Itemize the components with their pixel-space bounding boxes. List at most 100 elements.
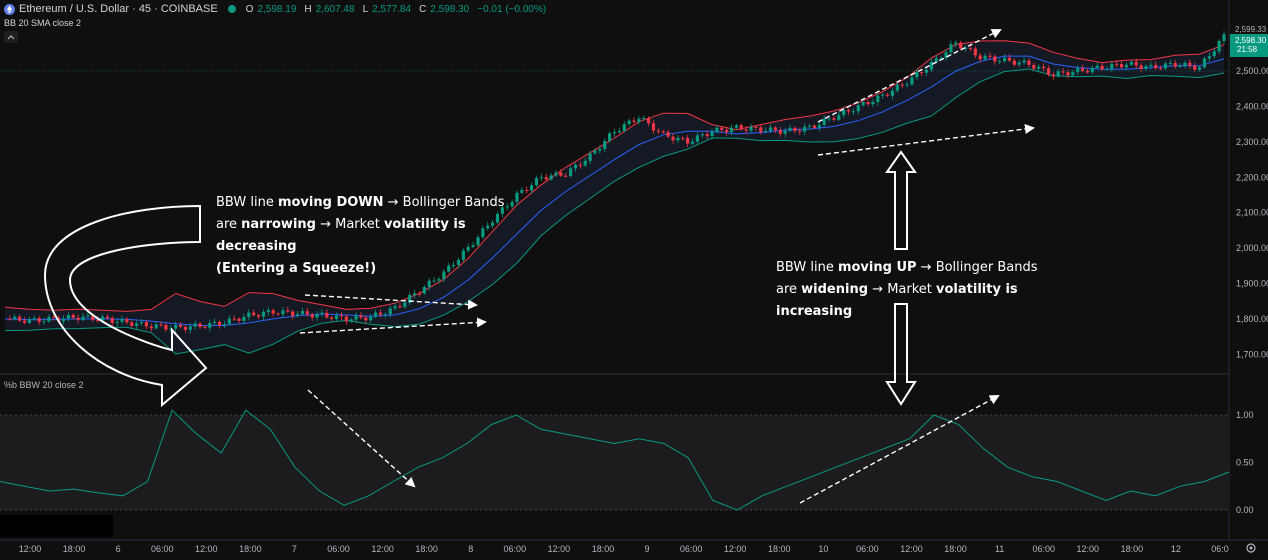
time-tick-label: 06:00 [327, 544, 350, 554]
candle-body [1120, 64, 1124, 68]
candle-body [539, 177, 543, 179]
time-tick-label: 12 [1171, 544, 1181, 554]
candle-body [978, 55, 982, 60]
bollinger-band-fill [5, 40, 1224, 354]
price-tick-label: 2,300.00 [1236, 137, 1268, 147]
time-tick-label: 10 [818, 544, 828, 554]
candle-body [261, 312, 266, 317]
market-status-dot-icon [227, 5, 236, 13]
candle-body [466, 246, 470, 251]
candle-body [398, 306, 402, 308]
candle-body [281, 310, 285, 315]
candle-body [359, 315, 363, 318]
candle-body [164, 324, 168, 330]
time-tick-label: 12:00 [19, 544, 42, 554]
time-tick-label: 18:00 [63, 544, 86, 554]
candle-body [510, 202, 514, 207]
candle-body [739, 125, 743, 130]
candle-body [422, 287, 426, 294]
converging-arrow-lower [299, 317, 487, 334]
candle-body [32, 318, 36, 320]
candle-body [47, 316, 51, 322]
candle-body [325, 312, 329, 318]
candle-body [1193, 65, 1197, 70]
candle-body [720, 127, 724, 130]
candle-body [1032, 64, 1036, 69]
time-tick-label: 8 [468, 544, 473, 554]
candle-body [929, 61, 934, 70]
candle-body [988, 55, 992, 57]
candle-body [442, 271, 446, 280]
candle-body [1134, 61, 1138, 66]
candle-body [256, 315, 261, 317]
annotation-right: BBW line moving UP → Bollinger Bands are… [776, 257, 1096, 323]
price-axis: 2,600.002,500.002,400.002,300.002,200.00… [1236, 31, 1268, 360]
candle-body [18, 316, 22, 321]
candle-body [715, 127, 719, 132]
candle-body [666, 131, 670, 137]
candle-body [271, 310, 275, 314]
candle-body [1115, 63, 1119, 65]
candle-body [125, 318, 129, 323]
price-tick-label: 2,500.00 [1236, 66, 1268, 76]
candle-body [583, 160, 587, 166]
candle-body [86, 315, 90, 317]
candle-body [393, 306, 397, 309]
candle-body [139, 321, 144, 324]
current-price-tag [1230, 34, 1268, 57]
candle-body [193, 323, 197, 327]
candle-body [378, 312, 383, 315]
candle-body [388, 308, 392, 315]
symbol-title[interactable]: Ethereum / U.S. Dollar · 45 · COINBASE [19, 3, 218, 15]
price-change: −0.01 (−0.00%) [477, 3, 547, 15]
candle-body [339, 315, 344, 317]
candle-body [768, 127, 773, 131]
candle-body [286, 310, 290, 312]
current-price-value: 2,598.30 [1235, 36, 1267, 45]
bbw-tick-label: 1.00 [1236, 410, 1254, 420]
candle-body [471, 245, 475, 247]
candle-body [115, 321, 119, 323]
candle-body [783, 130, 787, 134]
candle-body [881, 94, 885, 96]
candle-body [632, 120, 636, 123]
candle-body [237, 318, 241, 321]
candle-body [705, 134, 709, 137]
candle-body [549, 175, 553, 180]
candle-body [647, 118, 651, 124]
time-tick-label: 12:00 [1077, 544, 1100, 554]
time-tick-label: 9 [645, 544, 650, 554]
candle-body [939, 58, 943, 60]
converging-arrow-upper [304, 294, 478, 310]
candle-body [305, 311, 309, 315]
time-tick-label: 12:00 [724, 544, 747, 554]
candlestick-series [8, 30, 1226, 334]
candle-body [569, 168, 573, 177]
candle-body [812, 125, 817, 128]
annotation-right-line2: are widening → Market volatility is incr… [776, 282, 1018, 319]
candle-body [910, 77, 914, 85]
collapse-legend-button[interactable] [4, 31, 18, 43]
candle-body [91, 315, 95, 320]
time-tick-label: 06:00 [680, 544, 703, 554]
candle-body [520, 189, 524, 193]
price-tick-label: 2,000.00 [1236, 243, 1268, 253]
candle-body [1090, 67, 1094, 73]
bbw-indicator-legend[interactable]: %b BBW 20 close 2 [4, 380, 84, 390]
candle-body [96, 319, 100, 321]
candle-body [100, 316, 105, 321]
candle-body [676, 137, 680, 141]
chart-settings-button[interactable] [1244, 541, 1258, 555]
time-tick-label: 06:00 [151, 544, 174, 554]
candle-body [417, 293, 422, 295]
time-tick-label: 18:00 [239, 544, 262, 554]
candle-body [1207, 56, 1211, 59]
candle-body [593, 150, 597, 154]
candle-body [778, 130, 782, 134]
candle-body [383, 314, 387, 316]
bb-indicator-legend[interactable]: BB 20 SMA close 2 [4, 18, 550, 28]
diverging-arrow-lower [817, 124, 1035, 156]
candle-body [291, 311, 295, 316]
candle-body [37, 318, 41, 322]
